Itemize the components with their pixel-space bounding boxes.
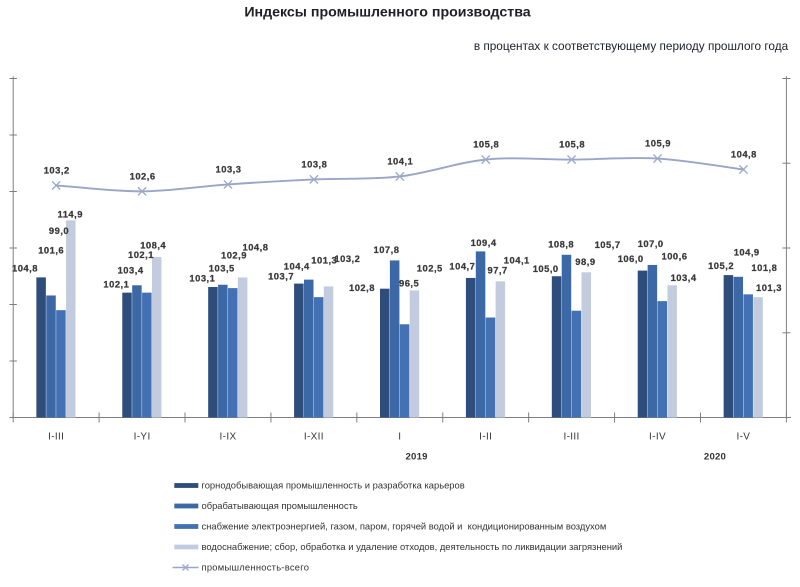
svg-text:108,4: 108,4 xyxy=(140,239,166,250)
svg-text:промышленность-всего: промышленность-всего xyxy=(202,562,310,573)
svg-text:103,8: 103,8 xyxy=(301,159,327,170)
svg-text:103,4: 103,4 xyxy=(671,272,697,283)
svg-text:107,8: 107,8 xyxy=(374,244,400,255)
svg-text:102,9: 102,9 xyxy=(221,250,247,261)
svg-text:104,1: 104,1 xyxy=(504,255,530,266)
svg-text:I-III: I-III xyxy=(48,432,64,443)
svg-text:103,5: 103,5 xyxy=(209,263,235,274)
svg-text:в процентах к соответствующему: в процентах к соответствующему периоду п… xyxy=(474,39,789,53)
svg-text:105,0: 105,0 xyxy=(533,263,559,274)
svg-text:I-IV: I-IV xyxy=(649,432,666,443)
svg-text:105,7: 105,7 xyxy=(595,239,621,250)
svg-text:I-V: I-V xyxy=(736,432,750,443)
svg-text:100,6: 100,6 xyxy=(662,251,688,262)
svg-text:105,2: 105,2 xyxy=(708,260,734,271)
svg-text:I-XII: I-XII xyxy=(304,432,324,443)
svg-text:101,3: 101,3 xyxy=(311,255,337,266)
svg-text:103,7: 103,7 xyxy=(268,271,294,282)
svg-text:I: I xyxy=(398,432,401,443)
svg-text:106,0: 106,0 xyxy=(618,253,644,264)
svg-text:101,6: 101,6 xyxy=(38,245,64,256)
svg-text:104,8: 104,8 xyxy=(731,149,757,160)
svg-text:104,8: 104,8 xyxy=(12,263,38,274)
svg-text:102,8: 102,8 xyxy=(349,282,375,293)
svg-text:I-II: I-II xyxy=(479,432,492,443)
svg-text:96,5: 96,5 xyxy=(399,277,419,288)
svg-text:103,4: 103,4 xyxy=(118,265,144,276)
svg-text:103,3: 103,3 xyxy=(216,164,242,175)
svg-text:99,0: 99,0 xyxy=(49,225,69,236)
svg-text:103,2: 103,2 xyxy=(44,165,70,176)
svg-text:2019: 2019 xyxy=(406,451,428,462)
svg-text:104,1: 104,1 xyxy=(387,156,413,167)
svg-text:101,8: 101,8 xyxy=(751,262,777,273)
svg-text:обрабатывающая промышленность: обрабатывающая промышленность xyxy=(202,500,358,511)
svg-text:105,9: 105,9 xyxy=(645,138,671,149)
svg-text:105,8: 105,8 xyxy=(559,139,585,150)
svg-text:107,0: 107,0 xyxy=(638,238,664,249)
svg-text:снабжение электроэнергией, газ: снабжение электроэнергией, газом, паром,… xyxy=(202,521,607,532)
svg-text:102,5: 102,5 xyxy=(417,263,443,274)
svg-text:97,7: 97,7 xyxy=(488,265,508,276)
svg-text:горнодобывающая промышленность: горнодобывающая промышленность и разрабо… xyxy=(202,480,465,491)
svg-text:114,9: 114,9 xyxy=(58,209,83,220)
svg-text:101,3: 101,3 xyxy=(756,282,782,293)
svg-text:98,9: 98,9 xyxy=(575,256,595,267)
svg-text:102,1: 102,1 xyxy=(128,249,154,260)
svg-text:Индексы промышленного производ: Индексы промышленного производства xyxy=(244,4,530,20)
svg-text:I-YI: I-YI xyxy=(134,432,151,443)
svg-text:102,6: 102,6 xyxy=(130,171,156,182)
svg-text:103,1: 103,1 xyxy=(189,273,215,284)
svg-text:I-IX: I-IX xyxy=(220,432,237,443)
svg-text:104,7: 104,7 xyxy=(449,261,475,272)
svg-text:водоснабжение; сбор, обработка: водоснабжение; сбор, обработка и удалени… xyxy=(202,541,623,552)
svg-text:2020: 2020 xyxy=(704,451,726,462)
svg-text:105,8: 105,8 xyxy=(473,139,499,150)
svg-text:108,8: 108,8 xyxy=(548,238,574,249)
svg-text:109,4: 109,4 xyxy=(471,237,497,248)
svg-text:I-III: I-III xyxy=(563,432,579,443)
svg-text:104,9: 104,9 xyxy=(734,246,760,257)
svg-text:104,8: 104,8 xyxy=(243,241,269,252)
svg-text:103,2: 103,2 xyxy=(334,253,360,264)
svg-text:102,1: 102,1 xyxy=(103,279,129,290)
svg-text:104,4: 104,4 xyxy=(284,261,310,272)
